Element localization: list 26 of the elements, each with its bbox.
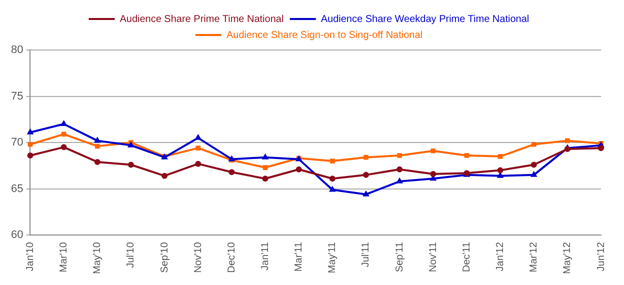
y-tick-label: 60 [10,229,24,242]
x-tick-label: Sep'11 [394,242,406,272]
x-tick-label: May'12 [562,242,574,274]
y-tick-label: 80 [10,44,24,56]
x-tick-label: Jun'12 [596,242,607,272]
legend-label: Audience Share Sign-on to Sing-off National [226,30,423,41]
x-tick-label: Mar'10 [58,242,70,272]
x-tick-label: Jul'10 [126,242,137,268]
y-tick-label: 70 [10,136,24,149]
x-tick-label: Sep'10 [159,242,170,273]
x-tick-label: Dec'11 [461,242,472,272]
y-tick-label: 65 [10,182,24,195]
x-tick-label: Nov'10 [192,242,204,273]
x-tick-label: Jan'10 [24,242,36,272]
x-tick-label: Mar'11 [294,242,305,272]
legend-label: Audience Share Weekday Prime Time National [320,14,530,25]
x-tick-label: Jan'12 [495,242,506,272]
x-tick-label: May'10 [92,242,104,274]
x-tick-label: Dec'10 [226,242,238,273]
x-tick-label: Mar'12 [528,242,540,272]
x-tick-label: Jul'11 [360,242,372,268]
x-tick-label: Jan'11 [260,242,272,270]
x-tick-label: Nov'11 [428,242,439,272]
legend-label: Audience Share Prime Time National [120,14,284,25]
x-tick-label: May'11 [327,242,338,274]
y-tick-label: 75 [10,90,24,102]
